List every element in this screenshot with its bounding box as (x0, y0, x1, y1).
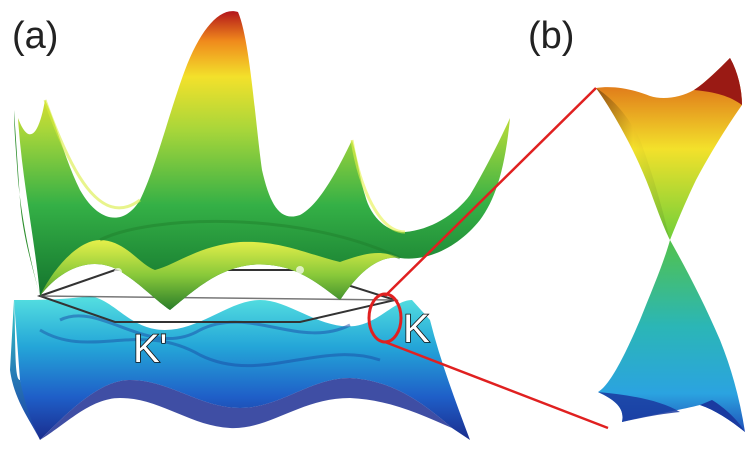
panel-a-label: (a) (12, 15, 58, 57)
panel-b-label: (b) (528, 15, 574, 57)
panel-a-band-structure: K' K (10, 11, 510, 440)
brillouin-zone-diagonal (39, 295, 396, 301)
lower-band-surface (10, 296, 470, 440)
k-prime-label: K' (133, 327, 167, 371)
upper-band-surface (14, 11, 510, 311)
lower-cone (598, 240, 745, 432)
panel-b-dirac-cone (596, 58, 745, 432)
zoom-callout-lines (384, 87, 609, 430)
upper-cone (596, 58, 742, 240)
k-label: K (403, 307, 430, 351)
